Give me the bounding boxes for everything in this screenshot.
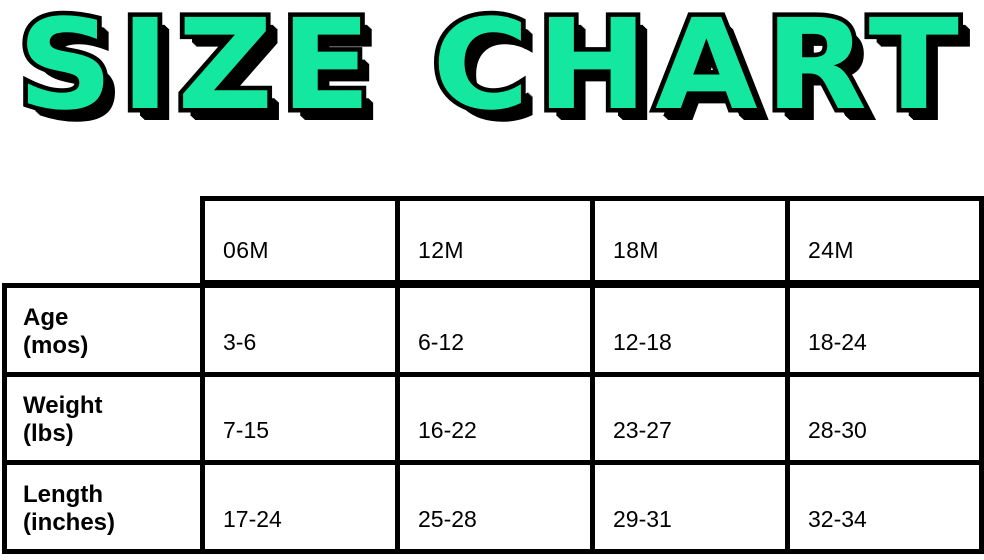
table-header-row: 06M 12M 18M 24M xyxy=(200,196,984,285)
row-label-weight: Weight (lbs) xyxy=(2,371,205,466)
cell-age-18m: 12-18 xyxy=(590,283,790,377)
column-header-24m: 24M xyxy=(785,196,984,285)
row-label-length-name: Length xyxy=(23,481,103,508)
column-header-18m: 18M xyxy=(590,196,790,285)
cell-weight-18m: 23-27 xyxy=(590,371,790,466)
row-label-length: Length (inches) xyxy=(2,460,205,554)
row-label-age: Age (mos) xyxy=(2,283,205,377)
row-label-weight-unit: (lbs) xyxy=(23,420,74,448)
size-chart-table: 06M 12M 18M 24M Age (mos) 3-6 6- xyxy=(0,190,984,560)
cell-weight-24m: 28-30 xyxy=(785,371,984,466)
row-label-length-unit: (inches) xyxy=(23,509,116,536)
header-row: 06M 12M 18M 24M xyxy=(200,196,984,285)
row-label-weight-name: Weight xyxy=(23,392,103,420)
cell-weight-06m: 7-15 xyxy=(200,371,400,466)
cell-length-18m: 29-31 xyxy=(590,460,790,554)
title-area: SIZE CHART xyxy=(0,0,984,170)
column-header-12m: 12M xyxy=(395,196,595,285)
cell-length-12m: 25-28 xyxy=(395,460,595,554)
page-title: SIZE CHART xyxy=(13,0,967,140)
cell-length-06m: 17-24 xyxy=(200,460,400,554)
cell-age-24m: 18-24 xyxy=(785,283,984,377)
cell-age-12m: 6-12 xyxy=(395,283,595,377)
table-body: Age (mos) 3-6 6-12 12-18 18-24 Weight (l… xyxy=(2,283,984,554)
column-header-06m: 06M xyxy=(200,196,400,285)
table-row-weight: Weight (lbs) 7-15 16-22 23-27 28-30 xyxy=(2,371,984,466)
cell-weight-12m: 16-22 xyxy=(395,371,595,466)
row-label-age-name: Age xyxy=(23,303,69,331)
table-row-length: Length (inches) 17-24 25-28 29-31 32-34 xyxy=(2,460,984,554)
cell-age-06m: 3-6 xyxy=(200,283,400,377)
row-label-age-unit: (mos) xyxy=(23,331,89,359)
cell-length-24m: 32-34 xyxy=(785,460,984,554)
table-row-age: Age (mos) 3-6 6-12 12-18 18-24 xyxy=(2,283,984,377)
